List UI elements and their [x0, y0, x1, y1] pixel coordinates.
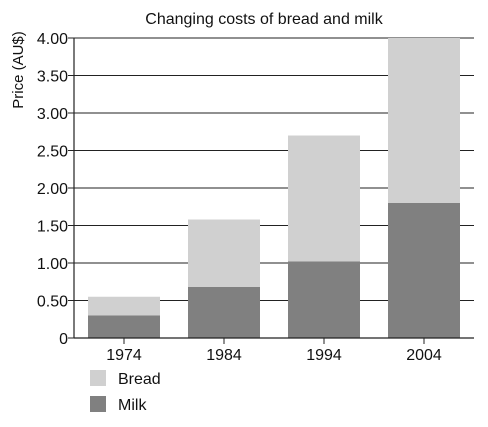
legend-label-milk: Milk — [118, 397, 147, 414]
bar-milk-1994 — [288, 261, 360, 338]
bar-milk-2004 — [388, 203, 460, 338]
y-tick-label: 4.00 — [37, 31, 68, 48]
y-tick-label: 2.00 — [37, 181, 68, 198]
y-axis-label: Price (AU$) — [10, 31, 27, 109]
x-tick-label: 1994 — [306, 347, 342, 364]
y-tick-label: 0.50 — [37, 294, 68, 311]
legend-swatch-milk — [90, 396, 106, 412]
y-tick-label: 1.50 — [37, 219, 68, 236]
x-tick-label: 1984 — [206, 347, 242, 364]
y-tick-label: 2.50 — [37, 144, 68, 161]
legend-label-bread: Bread — [118, 371, 161, 388]
bar-bread-1984 — [188, 219, 260, 287]
legend-swatch-bread — [90, 370, 106, 386]
x-tick-label: 2004 — [406, 347, 442, 364]
x-tick-label: 1974 — [106, 347, 142, 364]
bar-milk-1984 — [188, 287, 260, 338]
y-tick-label: 3.00 — [37, 106, 68, 123]
y-tick-label: 3.50 — [37, 69, 68, 86]
y-tick-label: 1.00 — [37, 256, 68, 273]
bar-bread-1994 — [288, 135, 360, 262]
bar-milk-1974 — [88, 315, 160, 338]
y-tick-label: 0 — [59, 331, 68, 348]
chart-title: Changing costs of bread and milk — [145, 11, 383, 28]
bar-bread-1974 — [88, 296, 160, 316]
bar-bread-2004 — [388, 38, 460, 203]
